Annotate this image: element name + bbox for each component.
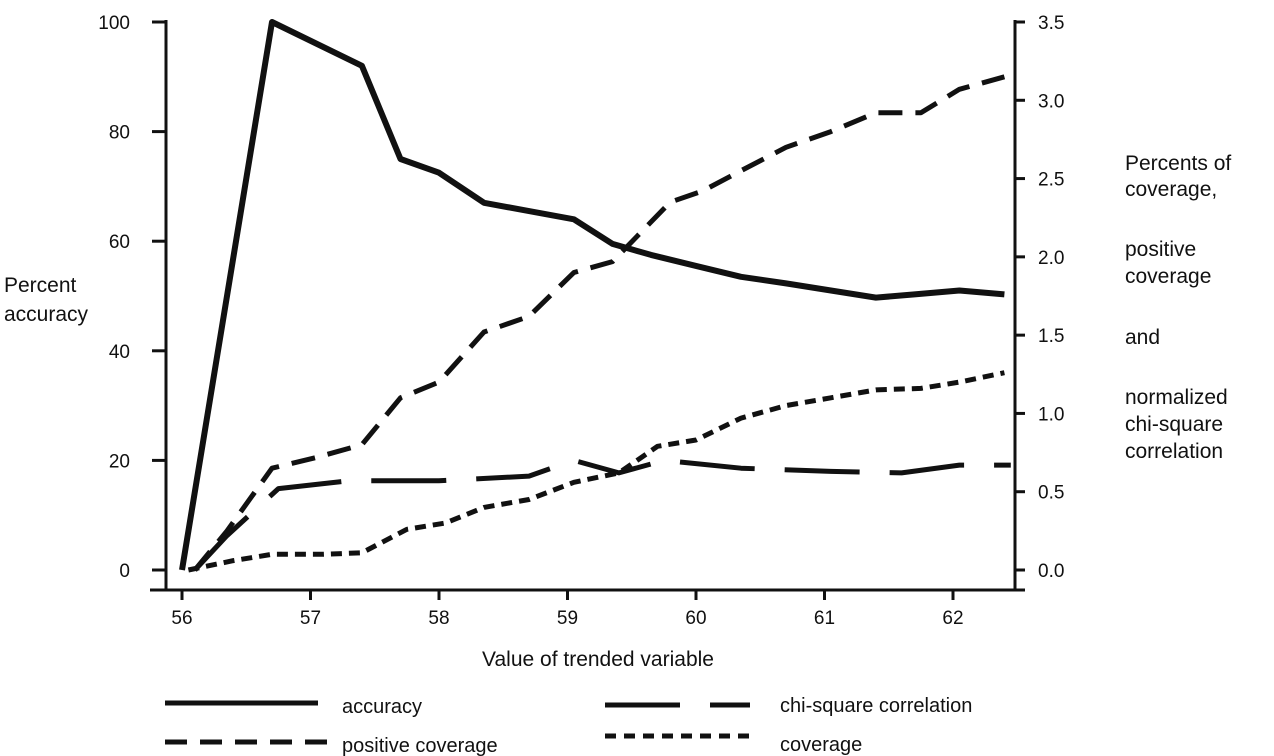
y-right-tick-label: 1.0	[1038, 404, 1064, 425]
ticks: 56 57 58 59 60 61 62 0 20 40 60 80 100 0.0 0.5 1.0 1.5 2.…	[98, 13, 1064, 629]
legend-item-chi-square-correlation: chi-square correlation	[605, 695, 972, 717]
series-line-positive-coverage	[192, 74, 1006, 572]
legend-item-accuracy: accuracy	[165, 696, 422, 718]
x-tick-label: 59	[557, 608, 578, 629]
y-left-tick-label: 60	[109, 232, 130, 253]
right-axis-label-line-4: coverage	[1125, 265, 1211, 288]
right-axis-label-line-8: correlation	[1125, 440, 1223, 463]
x-tick-label: 58	[428, 608, 449, 629]
x-axis-label: Value of trended variable	[482, 648, 714, 671]
right-axis-label-line-5: and	[1125, 326, 1160, 349]
y-right-tick-label: 2.0	[1038, 248, 1064, 269]
series-line-accuracy	[179, 19, 1005, 571]
legend: accuracy positive coverage chi-square co…	[165, 695, 972, 756]
legend-label-chi-square-correlation: chi-square correlation	[780, 695, 972, 717]
y-right-tick-label: 3.0	[1038, 91, 1064, 112]
x-tick-label: 61	[814, 608, 835, 629]
legend-item-coverage: coverage	[605, 733, 862, 756]
series-line-chi-square-correlation	[193, 457, 1011, 572]
x-tick-label: 60	[685, 608, 706, 629]
y-left-tick-label: 80	[109, 123, 130, 144]
series-line-coverage	[187, 370, 1005, 573]
right-axis-label-line-1: Percents of	[1125, 152, 1231, 175]
legend-label-coverage: coverage	[780, 734, 862, 756]
x-tick-label: 57	[300, 608, 321, 629]
left-axis-label-line-1: Percent	[4, 274, 77, 297]
axes	[150, 20, 1025, 592]
right-axis-label-line-3: positive	[1125, 238, 1196, 261]
legend-label-accuracy: accuracy	[342, 696, 422, 718]
right-axis-label-line-2: coverage,	[1125, 178, 1217, 201]
legend-label-positive-coverage: positive coverage	[342, 735, 498, 756]
legend-item-positive-coverage: positive coverage	[165, 735, 498, 756]
y-right-tick-label: 1.5	[1038, 326, 1064, 347]
y-left-tick-label: 40	[109, 342, 130, 363]
right-axis-label-line-6: normalized	[1125, 386, 1228, 409]
y-left-tick-label: 100	[98, 13, 130, 34]
y-right-tick-label: 3.5	[1038, 13, 1064, 34]
y-left-tick-label: 20	[109, 451, 130, 472]
y-left-tick-label: 0	[119, 561, 130, 582]
left-axis-label-line-2: accuracy	[4, 303, 89, 326]
right-axis-label-line-7: chi-square	[1125, 413, 1223, 436]
y-right-tick-label: 0.5	[1038, 483, 1064, 504]
axis-labels: Value of trended variable Percent accura…	[4, 152, 1231, 671]
series-layer	[179, 19, 1011, 573]
y-right-tick-label: 0.0	[1038, 561, 1064, 582]
x-tick-label: 62	[942, 608, 963, 629]
y-right-tick-label: 2.5	[1038, 170, 1064, 191]
x-tick-label: 56	[171, 608, 192, 629]
